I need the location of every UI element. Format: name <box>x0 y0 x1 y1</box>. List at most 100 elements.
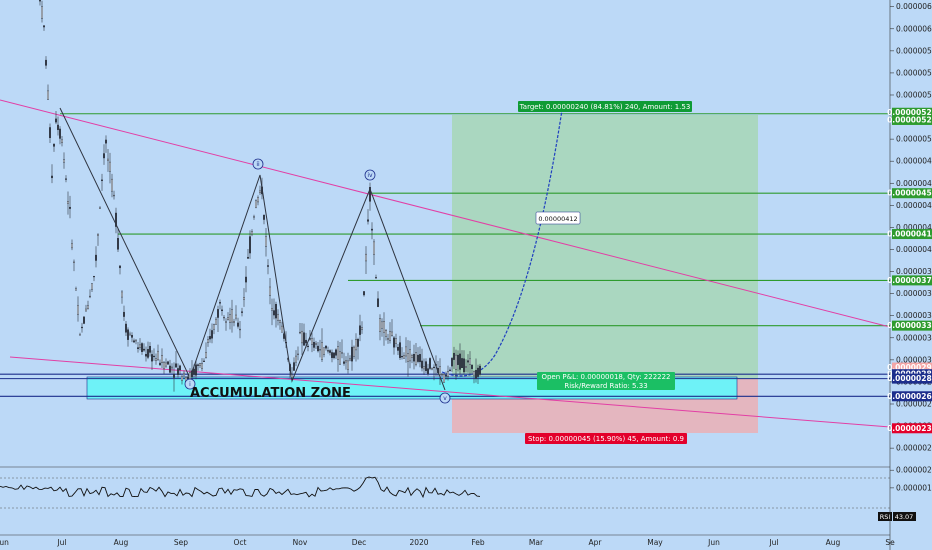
candle-body <box>230 309 233 323</box>
candle-body <box>224 321 227 323</box>
candle-body <box>283 333 286 339</box>
open-pnl-label: Open P&L: 0.00000018, Qty: 222222 <box>541 373 670 381</box>
candle-body <box>309 338 312 340</box>
y-tick-label: 0.00000440 <box>896 201 932 210</box>
candle-body <box>172 374 175 378</box>
candle-body <box>198 363 201 366</box>
candle-body <box>90 283 93 290</box>
candle-body <box>134 339 137 342</box>
y-tick-label: 0.00000620 <box>896 2 932 11</box>
candle-body <box>192 368 195 375</box>
price-tag <box>892 114 932 125</box>
candle-body <box>112 194 115 197</box>
profit-zone[interactable] <box>452 115 758 379</box>
candle-body <box>321 342 324 360</box>
candle-body <box>367 219 370 222</box>
candle-body <box>246 256 249 259</box>
candle-body <box>465 366 468 368</box>
candle-body <box>401 355 404 358</box>
candle-body <box>45 59 48 66</box>
candle-body <box>194 364 197 376</box>
candle-body <box>405 346 408 357</box>
candle-body <box>475 369 478 379</box>
candle-body <box>182 372 185 376</box>
candle-body <box>178 365 181 371</box>
candle-body <box>437 368 440 373</box>
x-axis: Jun Jul Aug Sep Oct Nov Dec 2020 Feb Mar Apr May Jun… <box>0 538 895 547</box>
candle-body <box>425 361 428 371</box>
candle-body <box>204 352 207 358</box>
candle-body <box>220 309 223 312</box>
candle-body <box>250 231 253 235</box>
candle-body <box>365 253 368 262</box>
price-tag-label: 0.00000414 <box>887 230 932 239</box>
candle-body <box>162 362 165 369</box>
candle-body <box>146 349 149 358</box>
x-tick-label: Oct <box>234 538 247 547</box>
candle-body <box>55 118 58 123</box>
trendline-lower[interactable] <box>9 356 891 428</box>
candle-body <box>150 354 153 362</box>
risk-reward-label: Risk/Reward Ratio: 5.33 <box>564 382 647 390</box>
candle-body <box>100 179 103 182</box>
x-tick-label: Jun <box>707 538 720 547</box>
open-pnl-box <box>537 372 675 390</box>
candle-body <box>293 362 296 371</box>
candle-body <box>248 236 251 254</box>
candle-body <box>343 361 346 364</box>
candle-body <box>345 360 348 363</box>
candle-body <box>271 308 274 311</box>
candle-body <box>303 332 306 346</box>
candle-body <box>361 327 364 330</box>
candle-body <box>407 353 410 362</box>
candle-body <box>285 341 288 344</box>
candle-body <box>359 325 362 335</box>
callout-box <box>535 211 581 225</box>
candle-body <box>329 350 332 353</box>
target-label-box <box>518 101 692 112</box>
candle-body <box>279 320 282 323</box>
candle-body <box>59 128 62 139</box>
wave-path[interactable] <box>59 107 446 391</box>
candle-body <box>190 370 193 378</box>
x-tick-label: Apr <box>589 538 603 547</box>
y-tick-label: 0.00000260 <box>896 399 932 408</box>
wave-label-circle <box>439 392 451 404</box>
candle-body <box>76 305 79 315</box>
candle-body <box>411 355 414 358</box>
candle-body <box>315 342 318 345</box>
candle-body <box>140 343 143 352</box>
candle-body <box>369 187 372 202</box>
projection-curve[interactable] <box>441 109 563 377</box>
trendline-upper[interactable] <box>0 99 891 328</box>
candle-body <box>164 362 167 367</box>
candle-body <box>106 158 109 161</box>
trendlines <box>0 99 891 428</box>
candle-body <box>467 360 470 363</box>
x-tick-label: Aug <box>826 538 841 547</box>
candle-body <box>208 336 211 340</box>
price-tag <box>892 188 932 199</box>
candle-body <box>84 308 87 312</box>
candle-body <box>335 349 338 356</box>
candle-body <box>281 325 284 333</box>
candle-body <box>238 328 241 331</box>
position-labels: Target: 0.00000240 (84.81%) 240, Amount:… <box>518 101 692 444</box>
candle-body <box>72 261 75 263</box>
candle-body <box>307 345 310 348</box>
y-tick-label: 0.00000480 <box>896 157 932 166</box>
y-tick-label: 0.00000540 <box>896 90 932 99</box>
candle-body <box>387 338 390 340</box>
candle-body <box>120 291 123 298</box>
price-tag <box>892 275 932 286</box>
candle-body <box>417 354 420 362</box>
price-tag-label: 0.00000331 <box>887 321 932 330</box>
rsi-label: RSI <box>880 513 891 521</box>
x-tick-label: Jun <box>0 538 9 547</box>
candle-body <box>122 311 125 317</box>
candle-body <box>188 372 191 380</box>
price-tag-label: 0.00000238 <box>887 424 932 433</box>
candle-body <box>299 331 302 334</box>
